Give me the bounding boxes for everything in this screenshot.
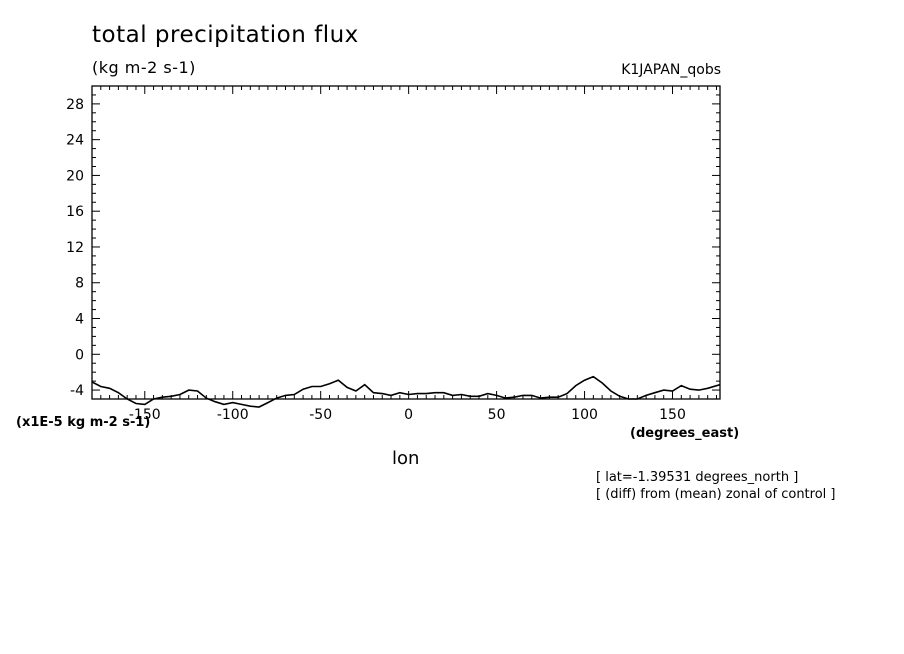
- plot-area: -4 0 4 8 12 16 20 24 28 -150 -100 -50 0 50 100 150: [66, 85, 721, 423]
- chart-units: (kg m-2 s-1): [92, 58, 196, 77]
- x-tick-label: -150: [129, 407, 161, 423]
- y-tick-label: 8: [75, 276, 84, 292]
- y-tick-label: 12: [66, 240, 84, 256]
- chart-title: total precipitation flux: [92, 22, 359, 48]
- series-line: [92, 375, 720, 408]
- x-unit-label: (degrees_east): [630, 426, 740, 441]
- operation-note: [ (diff) from (mean) zonal of control ]: [596, 487, 836, 502]
- y-tick-label: 16: [66, 204, 84, 220]
- y-scale-label: (x1E-5 kg m-2 s-1): [16, 415, 151, 430]
- x-tick-label: 100: [571, 407, 598, 423]
- y-tick-label: -4: [70, 383, 84, 399]
- x-axis-title: lon: [392, 448, 420, 469]
- y-tick-label: 20: [66, 168, 84, 184]
- x-tick-label: -100: [217, 407, 249, 423]
- x-tick-label: 0: [404, 407, 413, 423]
- y-tick-label: 4: [75, 312, 84, 328]
- y-tick-label: 28: [66, 97, 84, 113]
- x-tick-label: -50: [309, 407, 332, 423]
- run-name: K1JAPAN_qobs: [621, 62, 721, 78]
- x-tick-label: 150: [659, 407, 686, 423]
- y-tick-label: 0: [75, 347, 84, 363]
- plot-frame: [91, 85, 721, 400]
- x-tick-label: 50: [488, 407, 506, 423]
- y-tick-label: 24: [66, 133, 84, 149]
- latitude-note: [ lat=-1.39531 degrees_north ]: [596, 470, 799, 485]
